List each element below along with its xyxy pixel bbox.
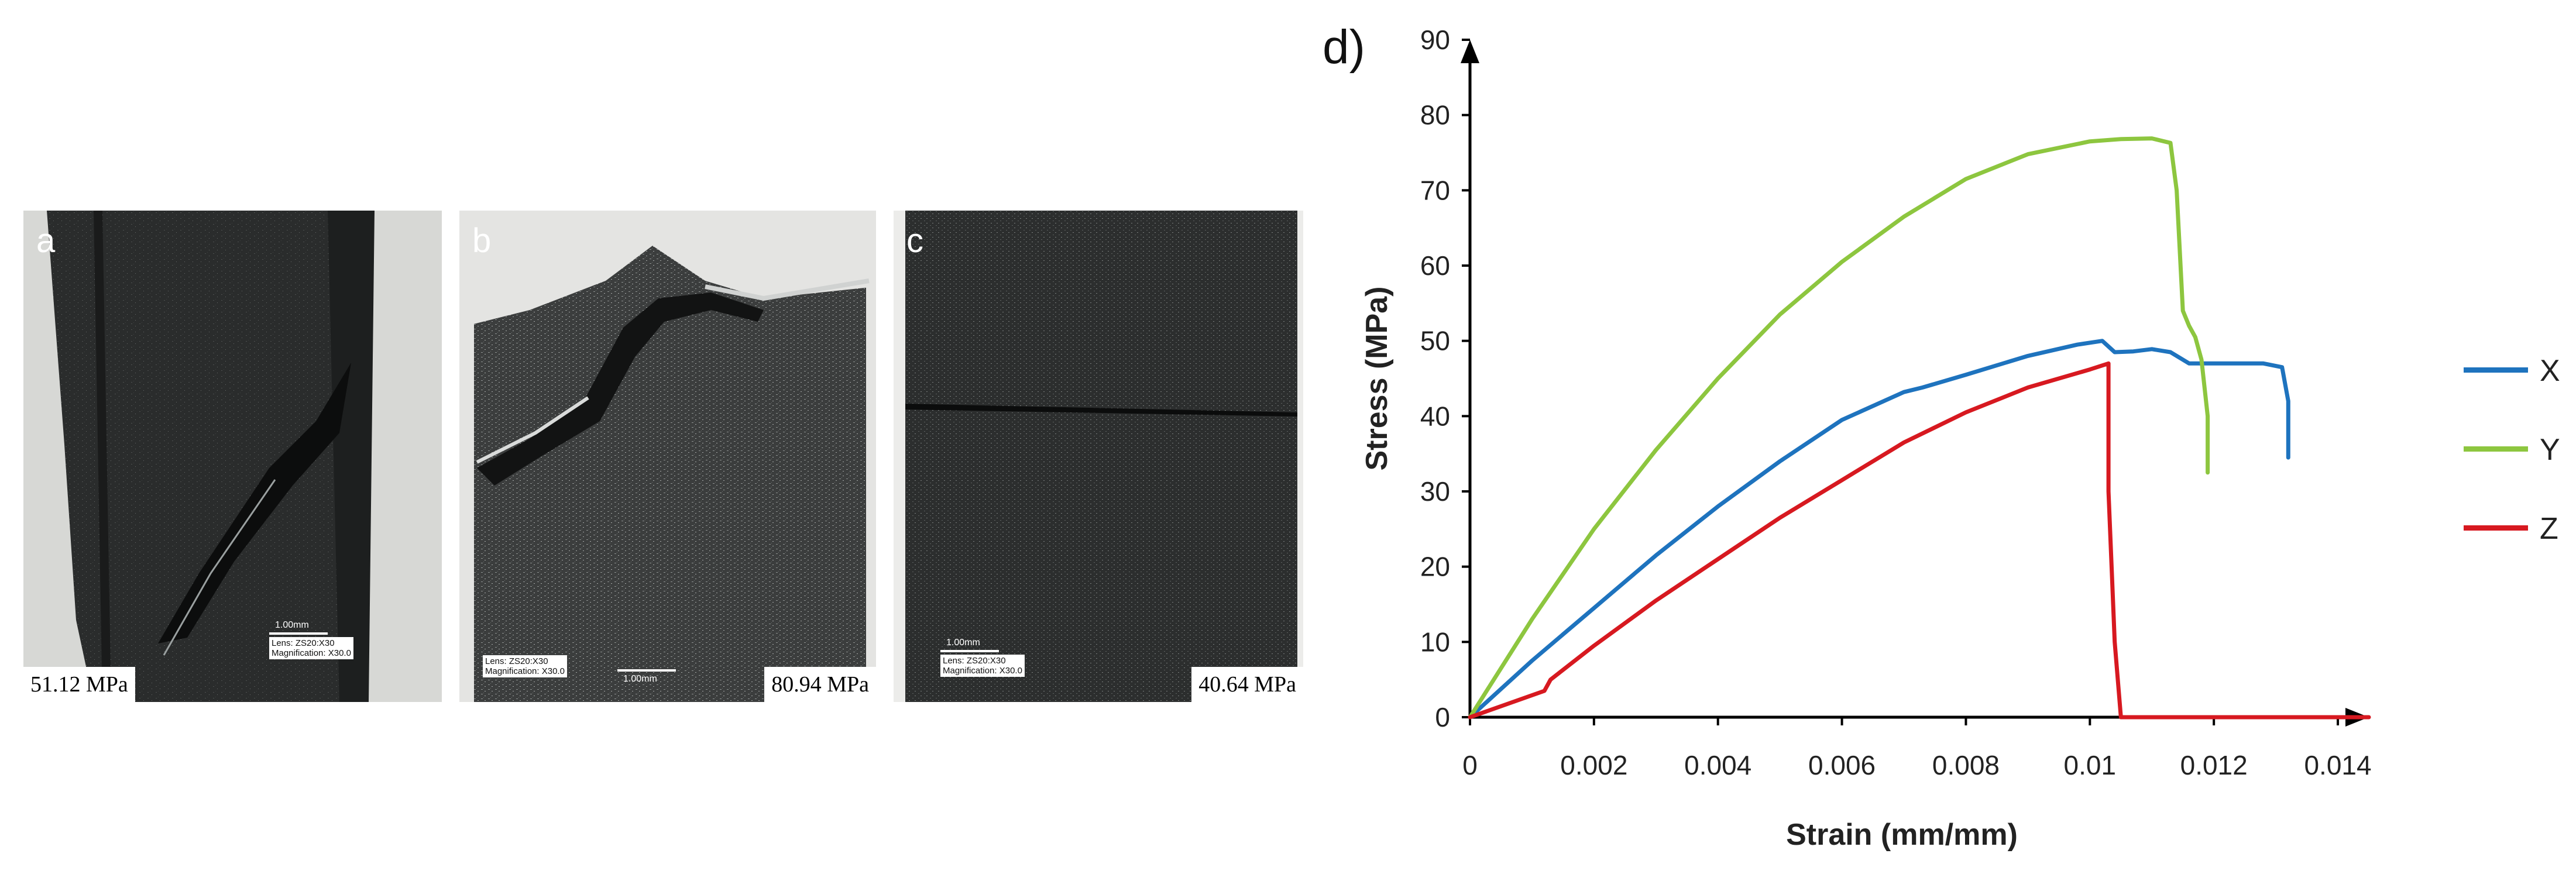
legend-entry-z: Z [2464, 509, 2575, 546]
y-axis-title: Stress (MPa) [1360, 287, 1394, 471]
y-tick-label: 30 [1420, 476, 1450, 507]
scale-length-a: 1.00mm [275, 620, 309, 630]
scale-bar-group-b: 1.00mm [617, 667, 676, 684]
stress-value-a: 51.12 MPa [23, 667, 135, 702]
x-tick-label: 0.014 [2304, 750, 2371, 780]
lens-text-a: Lens: ZS20:X30 [272, 638, 335, 648]
fracture-specimen-b-image [459, 211, 876, 702]
panel-letter-a: a [36, 222, 56, 260]
photo-panel-b: b Lens: ZS20:X30 Magnification: X30.0 1.… [459, 211, 876, 702]
chart-legend: X Y Z [2464, 351, 2575, 550]
scale-bar-c [940, 650, 999, 652]
panel-letter-d: d) [1323, 20, 1365, 74]
photo-panel-c: c 1.00mm Lens: ZS20:X30 Magnification: X… [894, 211, 1303, 702]
magnification-text-b: Magnification: X30.0 [485, 666, 565, 676]
legend-swatch-y [2464, 446, 2528, 452]
legend-swatch-x [2464, 367, 2528, 373]
photo-panel-a: a 1.00mm Lens: ZS20:X30 Magnification: X… [23, 211, 442, 702]
y-tick-label: 20 [1420, 552, 1450, 582]
y-tick-label: 0 [1435, 702, 1450, 732]
lens-info-c: Lens: ZS20:X30 Magnification: X30.0 [940, 655, 1025, 677]
lens-text-c: Lens: ZS20:X30 [943, 656, 1006, 666]
scale-annotation-b: Lens: ZS20:X30 Magnification: X30.0 [483, 655, 567, 677]
y-axis-arrowhead [1461, 40, 1479, 63]
stress-value-c: 40.64 MPa [1191, 667, 1303, 702]
y-tick-label: 40 [1420, 401, 1450, 431]
y-tick-label: 90 [1420, 25, 1450, 55]
stress-strain-chart: 0 10 20 30 40 50 60 70 80 90 0 0.002 0.004 0.006 0.008… [1323, 20, 2372, 852]
panel-letter-b: b [472, 222, 492, 260]
legend-swatch-z [2464, 525, 2528, 531]
x-tick-label: 0.004 [1684, 750, 1751, 780]
lens-text-b: Lens: ZS20:X30 [485, 656, 548, 666]
legend-label-z: Z [2540, 512, 2558, 546]
fracture-specimen-a-image [47, 211, 375, 702]
y-tick-label: 60 [1420, 250, 1450, 281]
lens-info-a: Lens: ZS20:X30 Magnification: X30.0 [269, 637, 353, 659]
y-tick-label: 80 [1420, 100, 1450, 130]
scale-annotation-a: 1.00mm Lens: ZS20:X30 Magnification: X30… [269, 620, 353, 659]
legend-entry-x: X [2464, 351, 2575, 388]
legend-label-y: Y [2540, 433, 2560, 467]
x-tick-label: 0.002 [1560, 750, 1627, 780]
x-tick-label: 0.006 [1808, 750, 1876, 780]
legend-entry-y: Y [2464, 430, 2575, 467]
magnification-text-c: Magnification: X30.0 [943, 666, 1022, 676]
y-tick-label: 70 [1420, 175, 1450, 205]
fracture-specimen-c-image [905, 211, 1297, 702]
lens-info-b: Lens: ZS20:X30 Magnification: X30.0 [483, 655, 567, 677]
x-axis-title: Strain (mm/mm) [1786, 818, 2018, 852]
series-line-x [1468, 339, 2290, 720]
legend-label-x: X [2540, 354, 2560, 388]
series-line-y [1468, 136, 2210, 720]
panel-letter-c: c [906, 222, 923, 260]
y-tick-label: 50 [1420, 326, 1450, 356]
magnification-text-a: Magnification: X30.0 [272, 648, 351, 658]
series-line-z [1468, 361, 2371, 720]
x-tick-label: 0.008 [1932, 750, 2000, 780]
scale-annotation-c: 1.00mm Lens: ZS20:X30 Magnification: X30… [940, 638, 1025, 677]
scale-bar-a [269, 632, 328, 635]
scale-length-c: 1.00mm [946, 638, 980, 648]
x-tick-label: 0 [1462, 750, 1478, 780]
x-tick-label: 0.012 [2180, 750, 2248, 780]
scale-bar-b [617, 669, 676, 672]
stress-value-b: 80.94 MPa [764, 667, 876, 702]
scale-length-b: 1.00mm [623, 674, 657, 684]
y-tick-label: 10 [1420, 627, 1450, 657]
x-tick-label: 0.01 [2064, 750, 2117, 780]
